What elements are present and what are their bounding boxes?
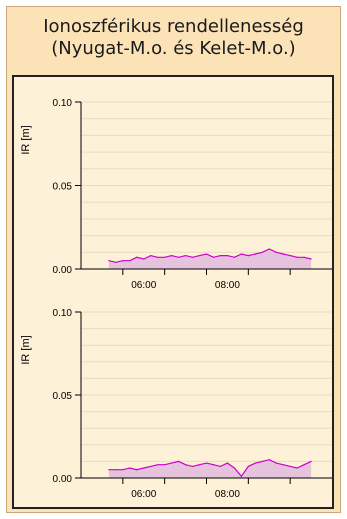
x-tick-label: 06:00 (131, 280, 156, 291)
data-point (191, 256, 194, 258)
x-tick-label: 06:00 (131, 489, 156, 500)
y-axis-label: IR [m] (20, 335, 32, 364)
chart-1: 0.10 0.05 0.00 06:00 08:00 IR [m] (20, 98, 332, 291)
y-tick-label: 0.10 (53, 98, 73, 109)
data-point (136, 469, 138, 471)
data-point (268, 248, 270, 250)
data-point (150, 255, 152, 257)
data-point (205, 253, 208, 255)
data-point (289, 255, 291, 257)
data-point (226, 462, 229, 464)
data-point (254, 462, 256, 464)
data-point (247, 465, 249, 467)
data-point (157, 464, 159, 466)
data-point (233, 256, 235, 258)
data-point (115, 469, 117, 471)
data-point (198, 464, 201, 466)
panel-title: Ionoszférikus rendellenesség (Nyugat-M.o… (7, 7, 340, 60)
data-point (178, 460, 180, 462)
data-point (240, 475, 242, 477)
data-point (191, 465, 194, 467)
data-point (108, 260, 110, 262)
data-point (261, 460, 263, 462)
data-point (122, 469, 124, 471)
charts-svg: 0.10 0.05 0.00 06:00 08:00 IR [m] 0.10 0.05 0.00… (20, 98, 332, 500)
y-tick-label: 0.00 (53, 265, 73, 276)
chart-2: 0.10 0.05 0.00 06:00 08:00 IR [m] (20, 308, 332, 500)
data-point (108, 469, 110, 471)
data-point (310, 460, 312, 462)
x-tick-label: 08:00 (215, 280, 240, 291)
data-point (268, 459, 270, 461)
x-tick-label: 08:00 (215, 489, 240, 500)
panel-title-line2: (Nyugat-M.o. és Kelet-M.o.) (51, 38, 296, 59)
data-point (136, 256, 138, 258)
series-line (108, 248, 312, 263)
data-point (219, 465, 222, 467)
data-point (275, 251, 277, 253)
charts-frame: 0.10 0.05 0.00 06:00 08:00 IR [m] 0.10 0.05 0.00… (12, 75, 334, 509)
data-point (219, 255, 222, 257)
data-point (282, 253, 284, 255)
y-tick-label: 0.10 (53, 308, 73, 319)
y-tick-label: 0.05 (53, 182, 73, 193)
data-point (178, 256, 180, 258)
data-point (303, 256, 305, 258)
series-line (108, 459, 312, 478)
data-point (164, 256, 166, 258)
y-axis-label: IR [m] (20, 125, 32, 154)
data-point (122, 260, 124, 262)
data-point (296, 467, 298, 469)
data-point (303, 464, 305, 466)
data-point (150, 465, 152, 467)
series-area (108, 249, 312, 269)
data-point (115, 261, 117, 263)
anomaly-panel: Ionoszférikus rendellenesség (Nyugat-M.o… (6, 6, 341, 513)
data-point (157, 256, 159, 258)
y-tick-label: 0.00 (53, 474, 73, 485)
data-point (247, 255, 249, 257)
data-point (254, 253, 256, 255)
data-point (289, 465, 291, 467)
data-point (282, 464, 284, 466)
data-point (296, 256, 298, 258)
data-point (275, 462, 277, 464)
data-point (129, 260, 131, 262)
data-point (212, 256, 215, 258)
data-point (198, 255, 201, 257)
data-point (164, 464, 166, 466)
data-point (310, 258, 312, 260)
y-tick-label: 0.05 (53, 391, 73, 402)
series-area (108, 459, 312, 478)
data-point (261, 251, 263, 253)
data-point (143, 258, 145, 260)
data-point (212, 464, 215, 466)
data-point (184, 464, 187, 466)
data-point (226, 255, 229, 257)
data-point (171, 462, 173, 464)
panel-title-line1: Ionoszférikus rendellenesség (43, 16, 304, 37)
data-point (143, 467, 145, 469)
data-point (205, 462, 208, 464)
data-point (233, 467, 235, 469)
data-point (240, 253, 242, 255)
data-point (184, 255, 187, 257)
data-point (171, 255, 173, 257)
data-point (129, 467, 131, 469)
